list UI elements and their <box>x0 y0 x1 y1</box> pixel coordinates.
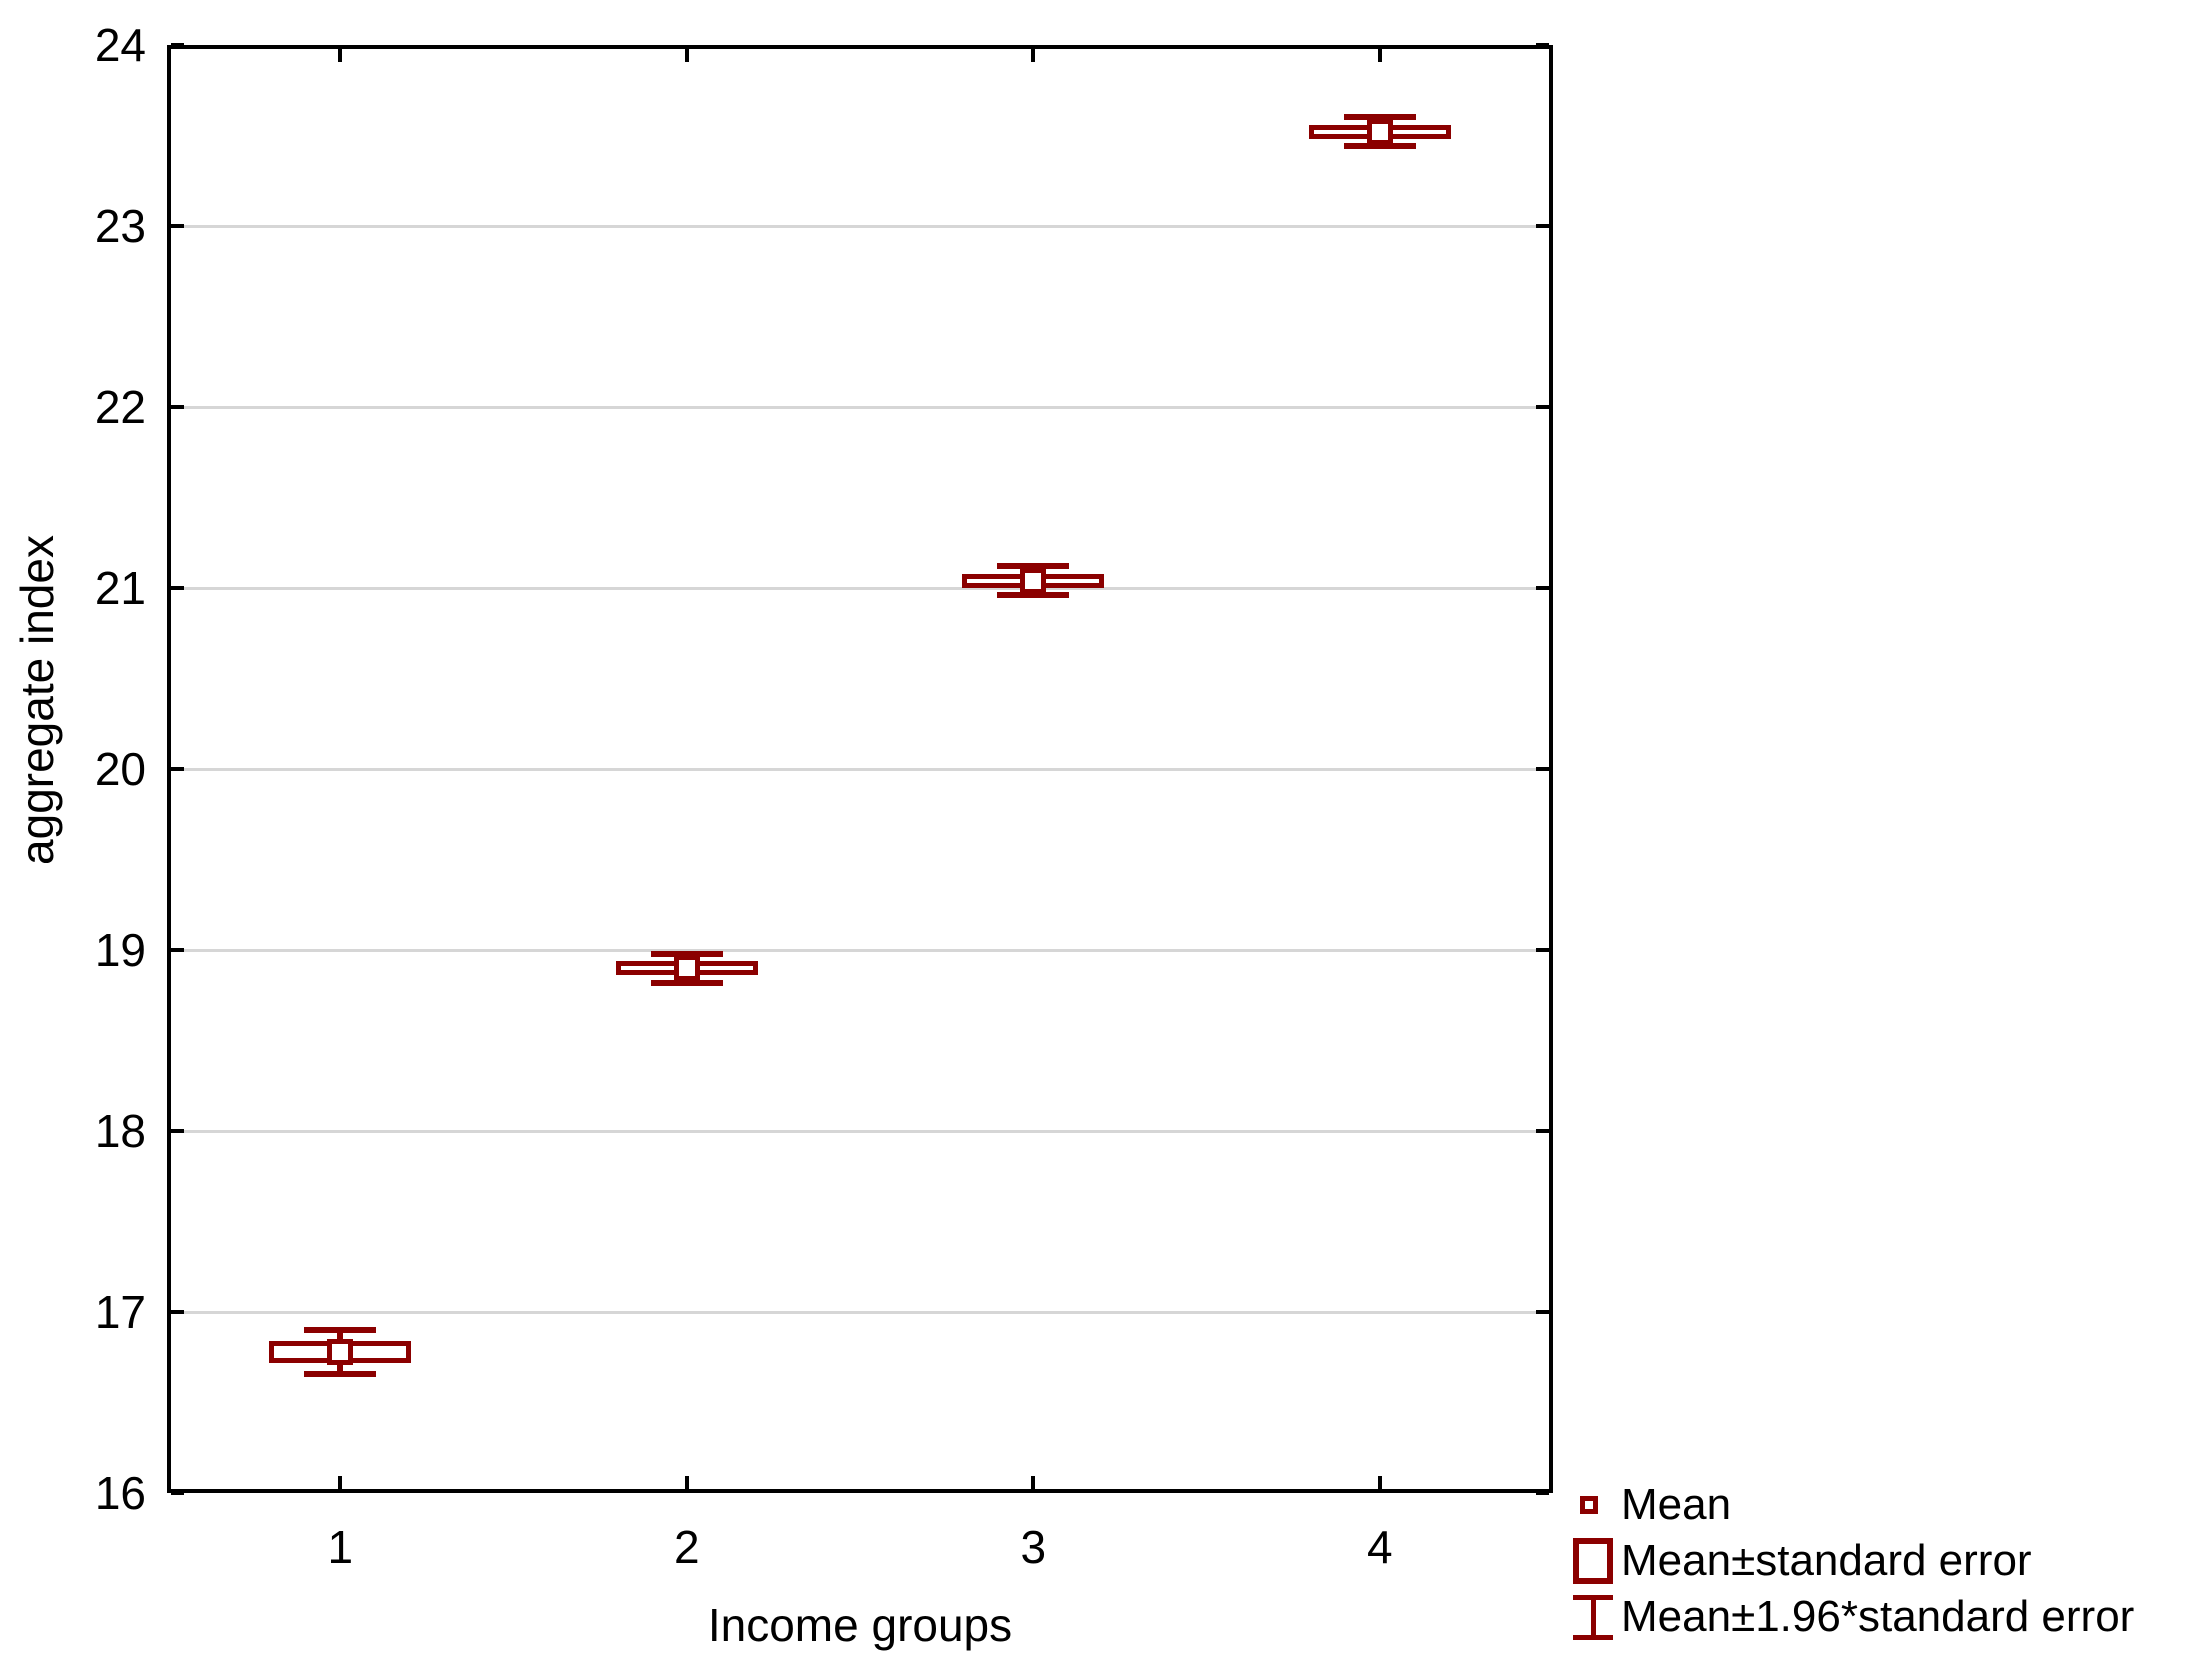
y-tick-label-18: 18 <box>94 1105 146 1157</box>
gridline-18 <box>171 1129 1549 1133</box>
y-tick-right-16 <box>1536 1491 1549 1495</box>
gridline-23 <box>171 224 1549 228</box>
x-tick-bottom-2 <box>684 1476 689 1489</box>
whisker-cap-bottom-3 <box>997 592 1070 599</box>
y-tick-label-22: 22 <box>94 381 146 433</box>
legend-label-se: Mean±standard error <box>1621 1536 2032 1585</box>
y-tick-left-16 <box>171 1491 184 1495</box>
legend-item-mean: Mean <box>1573 1477 2134 1533</box>
x-tick-label-3: 3 <box>1020 1521 1047 1573</box>
y-tick-right-24 <box>1536 43 1549 47</box>
legend-label-ci: Mean±1.96*standard error <box>1621 1592 2135 1641</box>
y-tick-label-16: 16 <box>94 1467 146 1519</box>
y-tick-label-17: 17 <box>94 1286 146 1338</box>
y-tick-right-19 <box>1536 948 1549 952</box>
x-tick-bottom-3 <box>1031 1476 1036 1489</box>
ci-whisker-icon <box>1573 1594 1613 1640</box>
whisker-cap-top-3 <box>997 563 1070 570</box>
y-tick-label-20: 20 <box>94 743 146 795</box>
y-tick-label-24: 24 <box>94 19 146 71</box>
mean-marker-4 <box>1366 118 1393 145</box>
y-tick-label-19: 19 <box>94 924 146 976</box>
x-tick-bottom-4 <box>1377 1476 1382 1489</box>
whisker-cap-bottom-4 <box>1343 143 1416 150</box>
mean-marker-2 <box>673 955 700 982</box>
se-box-icon <box>1573 1538 1613 1584</box>
y-tick-left-20 <box>171 767 184 771</box>
legend-item-se: Mean±standard error <box>1573 1533 2134 1589</box>
gridline-19 <box>171 948 1549 952</box>
legend-label-mean: Mean <box>1621 1480 1732 1529</box>
x-tick-top-4 <box>1377 49 1382 62</box>
y-tick-left-24 <box>171 43 184 47</box>
legend: Mean Mean±standard error Mean±1.96*stand… <box>1573 1477 2134 1645</box>
y-tick-left-22 <box>171 405 184 409</box>
mean-marker-1 <box>327 1338 354 1365</box>
plot-frame <box>167 45 1553 1493</box>
x-tick-top-3 <box>1031 49 1036 62</box>
y-tick-right-17 <box>1536 1310 1549 1314</box>
y-tick-right-18 <box>1536 1129 1549 1133</box>
mean-square-icon <box>1580 1496 1598 1514</box>
legend-item-ci: Mean±1.96*standard error <box>1573 1589 2134 1645</box>
x-tick-bottom-1 <box>338 1476 343 1489</box>
x-axis-title: Income groups <box>707 1599 1013 1651</box>
x-tick-label-2: 2 <box>673 1521 700 1573</box>
x-tick-label-1: 1 <box>327 1521 354 1573</box>
y-tick-right-22 <box>1536 405 1549 409</box>
y-tick-left-23 <box>171 224 184 228</box>
gridline-20 <box>171 767 1549 771</box>
gridline-17 <box>171 1310 1549 1314</box>
y-tick-left-18 <box>171 1129 184 1133</box>
x-tick-top-2 <box>684 49 689 62</box>
gridline-22 <box>171 405 1549 409</box>
y-tick-right-20 <box>1536 767 1549 771</box>
whisker-cap-top-1 <box>304 1327 377 1334</box>
y-tick-label-23: 23 <box>94 200 146 252</box>
whisker-cap-bottom-2 <box>650 979 723 986</box>
y-tick-left-21 <box>171 586 184 590</box>
x-tick-label-4: 4 <box>1366 1521 1393 1573</box>
y-tick-right-23 <box>1536 224 1549 228</box>
whisker-cap-top-4 <box>1343 114 1416 121</box>
gridline-21 <box>171 586 1549 590</box>
y-tick-left-19 <box>171 948 184 952</box>
y-tick-label-21: 21 <box>94 562 146 614</box>
whisker-cap-bottom-1 <box>304 1370 377 1377</box>
mean-marker-3 <box>1020 567 1047 594</box>
y-tick-right-21 <box>1536 586 1549 590</box>
whisker-cap-top-2 <box>650 950 723 957</box>
x-tick-top-1 <box>338 49 343 62</box>
y-tick-left-17 <box>171 1310 184 1314</box>
